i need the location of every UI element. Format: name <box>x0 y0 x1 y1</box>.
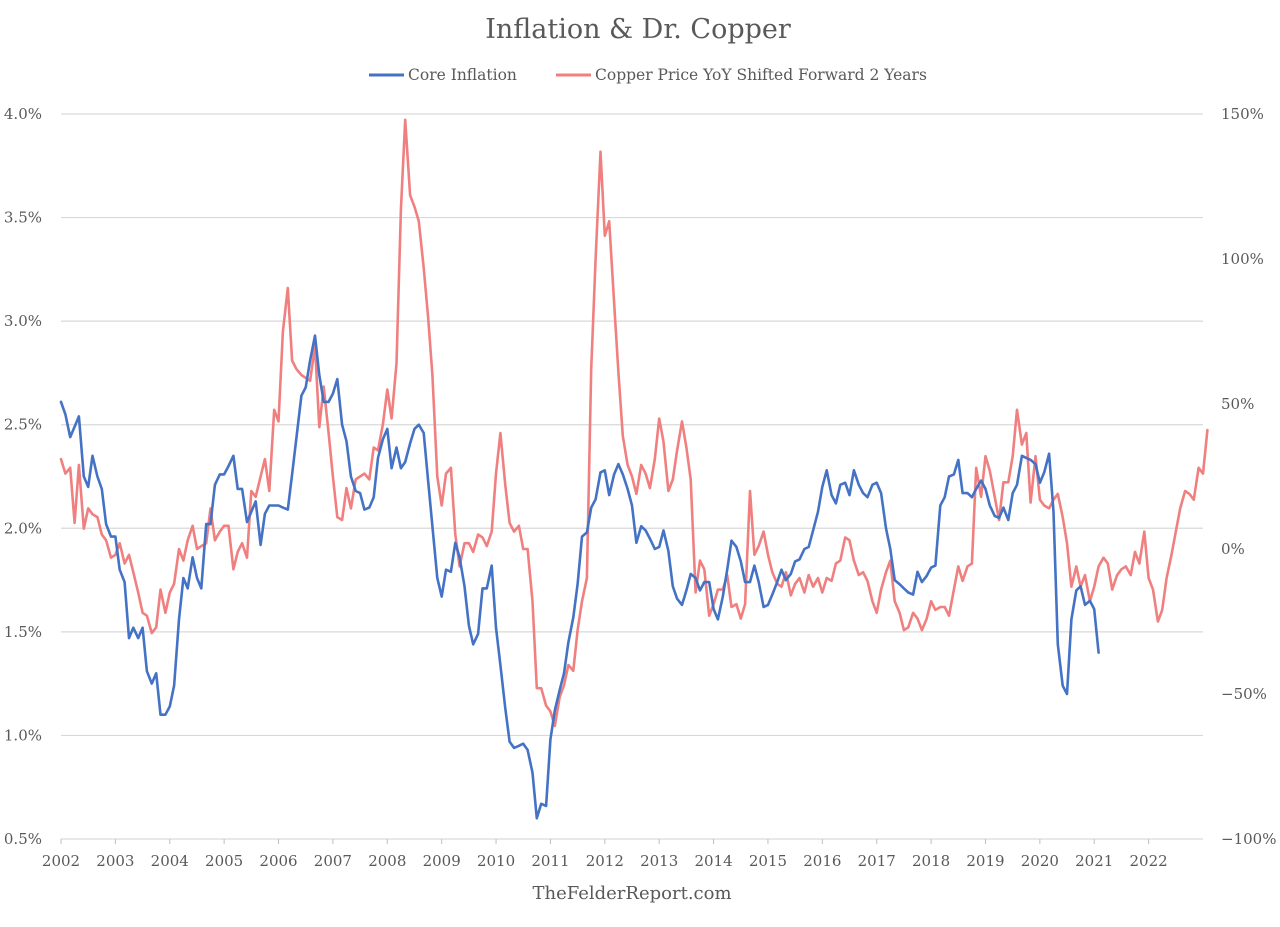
y-left-tick-label: 3.5% <box>4 209 42 227</box>
x-tick-label: 2004 <box>151 852 189 870</box>
x-tick-label: 2018 <box>912 852 950 870</box>
x-tick-label: 2014 <box>694 852 732 870</box>
x-tick-label: 2021 <box>1075 852 1113 870</box>
chart-title: Inflation & Dr. Copper <box>485 14 791 45</box>
y-right-tick-label: 100% <box>1221 250 1264 268</box>
x-tick-label: 2015 <box>749 852 787 870</box>
y-right-tick-label: −50% <box>1221 685 1267 703</box>
x-tick-label: 2005 <box>205 852 243 870</box>
legend-label-core-inflation: Core Inflation <box>408 66 517 84</box>
x-tick-label: 2016 <box>803 852 841 870</box>
x-tick-label: 2020 <box>1021 852 1059 870</box>
x-tick-label: 2010 <box>477 852 515 870</box>
y-right-tick-label: 50% <box>1221 395 1254 413</box>
y-left-tick-label: 1.0% <box>4 726 42 744</box>
y-right-tick-label: −100% <box>1221 830 1276 848</box>
x-tick-label: 2006 <box>259 852 297 870</box>
legend-label-copper: Copper Price YoY Shifted Forward 2 Years <box>595 66 927 84</box>
series-line-copper-price <box>59 118 1209 728</box>
x-tick-label: 2011 <box>531 852 569 870</box>
y-axis-left: 4.0% 3.5% 3.0% 2.5% 2.0% 1.5% 1.0% 0.5% <box>4 105 42 848</box>
gridlines <box>61 113 1203 840</box>
series-line-core-inflation <box>59 334 1100 820</box>
y-right-tick-label: 0% <box>1221 540 1245 558</box>
x-tick-label: 2003 <box>96 852 134 870</box>
source-credit: TheFelderReport.com <box>532 883 731 904</box>
y-axis-right: 150% 100% 50% 0% −50% −100% <box>1221 105 1276 848</box>
y-left-tick-label: 3.0% <box>4 312 42 330</box>
x-tick-label: 2008 <box>368 852 406 870</box>
x-tick-label: 2002 <box>42 852 80 870</box>
y-right-tick-label: 150% <box>1221 105 1264 123</box>
y-left-tick-label: 2.0% <box>4 519 42 537</box>
series <box>59 118 1209 820</box>
x-tick-label: 2007 <box>314 852 352 870</box>
x-tick-label: 2022 <box>1130 852 1168 870</box>
x-tick-label: 2009 <box>423 852 461 870</box>
y-left-tick-label: 0.5% <box>4 830 42 848</box>
y-left-tick-label: 4.0% <box>4 105 42 123</box>
x-tick-label: 2017 <box>858 852 896 870</box>
y-left-tick-label: 1.5% <box>4 623 42 641</box>
x-tick-label: 2012 <box>586 852 624 870</box>
x-axis: 2002 2003 2004 2005 2006 2007 2008 2009 2010 2011… <box>42 839 1168 870</box>
legend: Core Inflation Copper Price YoY Shifted … <box>369 66 927 84</box>
x-tick-label: 2019 <box>966 852 1004 870</box>
x-tick-label: 2013 <box>640 852 678 870</box>
y-left-tick-label: 2.5% <box>4 416 42 434</box>
